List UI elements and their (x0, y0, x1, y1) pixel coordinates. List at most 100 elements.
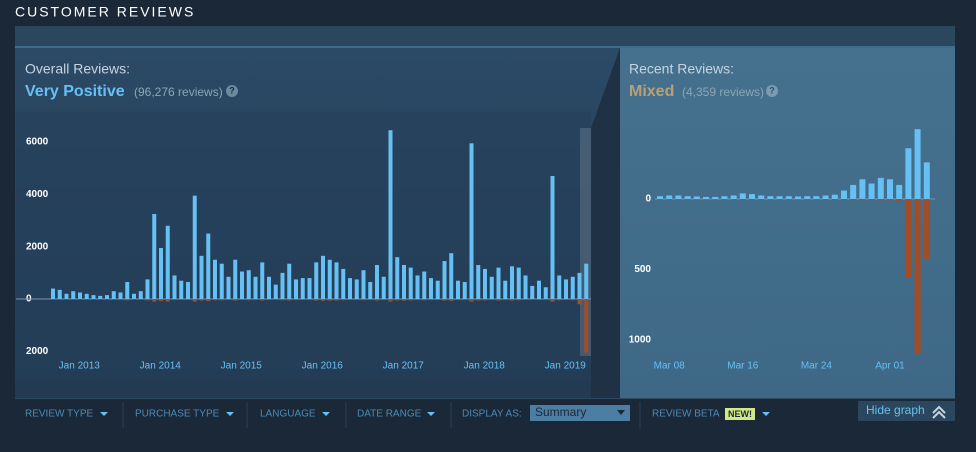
bar (375, 265, 379, 300)
review-beta[interactable]: REVIEW BETA (652, 409, 720, 420)
bar (172, 299, 177, 301)
bar (415, 299, 420, 301)
bar (703, 196, 709, 200)
bar (804, 196, 811, 200)
bar (138, 291, 143, 300)
bar (721, 196, 728, 200)
bar (118, 292, 123, 300)
bar (98, 299, 103, 300)
bar (905, 199, 912, 278)
bar (273, 284, 278, 300)
dropdown-arrow (226, 412, 234, 416)
bar (57, 289, 62, 300)
bar (449, 299, 454, 301)
y-tick-label: 500 (634, 264, 651, 275)
bar (483, 268, 487, 300)
bar (570, 299, 575, 301)
bar (118, 299, 123, 300)
bar (179, 299, 184, 301)
bar (368, 282, 373, 300)
bar (693, 196, 700, 200)
x-tick-label: Jan 2018 (464, 361, 506, 372)
display-select-value: Summary (535, 405, 586, 419)
bar (877, 177, 884, 200)
bar (192, 195, 197, 300)
bar (314, 262, 319, 300)
bar (516, 299, 521, 301)
display-select[interactable] (530, 405, 630, 421)
overall-count: (96,276 reviews) (134, 85, 223, 99)
bar (334, 299, 339, 301)
bar (145, 299, 150, 301)
bar (71, 291, 76, 300)
filter-purchase-type[interactable]: PURCHASE TYPE (135, 409, 220, 420)
recent-rating: Mixed (629, 83, 674, 100)
bar (831, 199, 838, 200)
bar (510, 299, 514, 301)
filter-review-type[interactable]: REVIEW TYPE (25, 409, 93, 420)
bar (868, 199, 875, 201)
bar (111, 291, 116, 300)
bar (739, 199, 746, 200)
bar (749, 199, 755, 200)
bar (402, 299, 406, 301)
bar (456, 280, 460, 300)
bar (408, 267, 413, 300)
x-tick-label: Jan 2017 (383, 361, 425, 372)
bar (923, 162, 930, 200)
bar (415, 275, 420, 300)
bar (469, 143, 474, 300)
y-tick-label: 6000 (26, 137, 49, 148)
x-tick-label: Jan 2019 (545, 361, 587, 372)
bar (684, 196, 691, 200)
x-tick-label: Mar 24 (801, 361, 833, 372)
bar (449, 253, 454, 300)
bar (523, 299, 528, 301)
filter-language[interactable]: LANGUAGE (260, 409, 316, 420)
bar (435, 280, 440, 300)
help-icon[interactable] (766, 85, 778, 97)
bar (476, 265, 481, 300)
bar (84, 299, 89, 300)
bar (496, 299, 501, 301)
bar (361, 299, 366, 301)
bar (850, 184, 857, 200)
y-tick-label: 0 (645, 194, 651, 205)
bar (831, 194, 838, 200)
y-tick-label: 2000 (26, 346, 49, 357)
bar (111, 299, 116, 300)
collapse-icon (932, 410, 946, 419)
bar (273, 299, 278, 300)
bar (226, 276, 231, 300)
bar (550, 299, 555, 302)
bar (165, 299, 170, 302)
bar (78, 292, 82, 300)
bar (280, 299, 285, 301)
bar (577, 272, 582, 300)
bar (307, 278, 312, 300)
bar (51, 299, 55, 300)
y-tick-label: 1000 (629, 335, 652, 346)
x-tick-label: Jan 2015 (221, 361, 263, 372)
bar (354, 279, 359, 300)
bar (206, 299, 211, 302)
bar (152, 213, 157, 300)
bar (159, 247, 163, 300)
bar (489, 276, 494, 300)
filter-date-range[interactable]: DATE RANGE (357, 409, 422, 420)
help-icon-text: ? (229, 85, 235, 95)
bar (795, 196, 801, 200)
hide-graph-button[interactable] (858, 401, 955, 421)
section-title: CUSTOMER REVIEWS (15, 4, 195, 20)
bar (51, 288, 55, 300)
bar (348, 299, 352, 301)
bar (749, 194, 755, 200)
bar (666, 195, 673, 200)
bar (442, 299, 447, 301)
help-icon[interactable] (226, 85, 238, 97)
bar (813, 196, 820, 200)
select-arrow (617, 410, 625, 415)
bar (105, 299, 109, 300)
bar (57, 299, 62, 300)
